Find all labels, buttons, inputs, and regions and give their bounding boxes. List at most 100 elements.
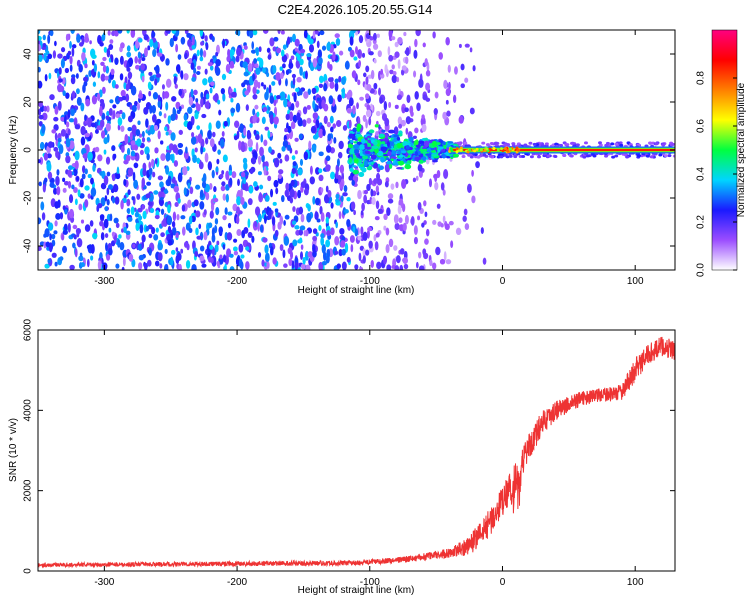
spectrogram-cell — [320, 233, 325, 239]
spectrogram-cell — [142, 168, 147, 177]
spectrogram-cell — [180, 36, 186, 45]
spectrogram-cell — [278, 169, 284, 175]
spectrogram-cell — [554, 142, 559, 146]
snr-y-tick-label: 6000 — [23, 318, 34, 341]
spectrogram-cell — [68, 208, 74, 219]
spectrogram-cell — [493, 141, 498, 145]
spectrogram-cell — [240, 171, 246, 178]
spectrogram-cell — [144, 146, 150, 155]
spectrogram-cell — [400, 69, 405, 76]
spectrogram-cell — [293, 92, 297, 103]
spectrogram-cell — [141, 177, 146, 188]
spectrogram-cell — [186, 32, 192, 38]
spectrogram-cell — [359, 267, 364, 270]
spectrogram-cell — [279, 66, 283, 71]
spectrogram-cell — [358, 171, 365, 178]
spectrogram-cell — [377, 208, 383, 214]
spectrogram-cell — [141, 75, 145, 83]
spectrogram-cell — [374, 241, 379, 251]
spectrogram-cell — [209, 138, 215, 148]
spectrogram-cell — [62, 90, 66, 97]
spectrogram-cell — [125, 154, 131, 162]
spectrogram-cell — [51, 233, 56, 240]
spectrogram-cell — [184, 241, 188, 248]
spectrogram-cell — [352, 226, 356, 233]
spectrogram-cell — [283, 98, 288, 108]
spectrogram-cell — [443, 169, 449, 180]
spectrogram-cell — [53, 124, 59, 131]
spectrogram-cell — [109, 39, 114, 44]
spectrogram-cell — [381, 129, 386, 133]
spectrogram-cell — [147, 201, 153, 206]
spectrogram-cell — [114, 84, 119, 89]
spectrogram-cell — [120, 89, 126, 97]
spectrogram-cell — [405, 116, 411, 125]
spectrogram-cell — [299, 225, 306, 231]
spectrogram-cell — [300, 48, 306, 54]
spectrogram-cell — [438, 52, 443, 60]
spectrogram-cell — [406, 94, 411, 104]
spectrogram-cell — [38, 80, 43, 89]
spectrogram-cell — [264, 91, 269, 101]
spectrogram-cell — [424, 238, 429, 245]
spectrogram-cell — [42, 53, 47, 61]
spectrogram-cell — [365, 109, 372, 118]
spectrogram-cell — [170, 249, 176, 255]
spectrogram-cell — [645, 154, 650, 158]
spectrogram-cell — [661, 143, 666, 147]
spectrogram-cell — [201, 113, 207, 119]
spectrogram-cell — [312, 196, 316, 205]
spectrogram-cell — [243, 162, 248, 171]
spectrogram-cell — [47, 53, 53, 60]
spectrogram-cell — [280, 49, 285, 57]
spectrogram-cell — [319, 205, 323, 215]
spectrogram-cell — [460, 63, 465, 71]
spectrogram-cell — [394, 222, 400, 231]
spectrogram-cell — [658, 153, 663, 157]
spectrogram-cell — [271, 216, 276, 226]
spectrogram-cell — [274, 208, 279, 213]
spectrogram-cell — [261, 116, 266, 125]
spectrogram-cell — [157, 175, 164, 181]
spectrogram-cell — [148, 233, 153, 239]
spectrogram-cell — [267, 54, 272, 60]
spectrogram-cell — [58, 144, 64, 155]
spectrogram-cell — [148, 71, 153, 76]
spectrogram-cell — [251, 235, 255, 243]
spectrogram-cell — [39, 156, 44, 165]
spectrogram-cell — [169, 153, 174, 161]
spectrogram-cell — [302, 256, 306, 265]
spectrogram-cell — [109, 99, 114, 104]
spectrogram-cell — [318, 75, 324, 84]
spectrogram-cell — [330, 171, 336, 180]
spectrogram-cell — [165, 165, 170, 175]
spectrogram-cell — [365, 76, 369, 85]
spectrogram-cell — [143, 107, 149, 115]
spectrogram-cell — [54, 261, 58, 267]
spectrogram-cell — [107, 184, 114, 190]
spectrogram-cell — [247, 218, 251, 229]
spectrogram-cell — [153, 66, 159, 71]
spectrogram-cell — [353, 148, 360, 154]
spectrogram-cell — [67, 181, 72, 189]
spectrogram-cell — [61, 234, 65, 241]
spectrogram-cell — [458, 43, 462, 49]
spectrogram-cell — [221, 181, 226, 187]
spectrogram-cell — [157, 242, 163, 251]
spectrogram-cell — [146, 137, 151, 142]
spectrogram-cell — [255, 67, 261, 75]
spectrogram-cell — [317, 49, 323, 59]
spectrogram-cell — [340, 195, 344, 202]
spectrogram-cell — [67, 222, 71, 233]
spectrogram-cell — [349, 148, 355, 155]
spectrogram-cell — [199, 189, 204, 198]
spectrogram-cell — [120, 42, 125, 49]
spectrogram-x-label: Height of straight line (km) — [298, 285, 415, 296]
colorbar-tick-label: 0.6 — [696, 119, 707, 133]
spectrogram-cell — [120, 125, 125, 132]
spectrogram-cell — [499, 155, 504, 159]
spectrogram-cell — [187, 39, 192, 48]
spectrogram-cell — [146, 181, 152, 186]
spectrogram-cell — [165, 152, 171, 162]
spectrogram-cell — [115, 113, 121, 119]
